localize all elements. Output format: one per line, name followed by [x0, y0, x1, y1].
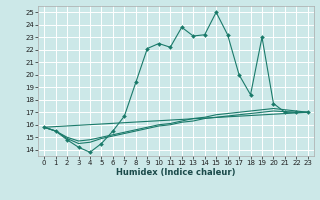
X-axis label: Humidex (Indice chaleur): Humidex (Indice chaleur): [116, 168, 236, 177]
